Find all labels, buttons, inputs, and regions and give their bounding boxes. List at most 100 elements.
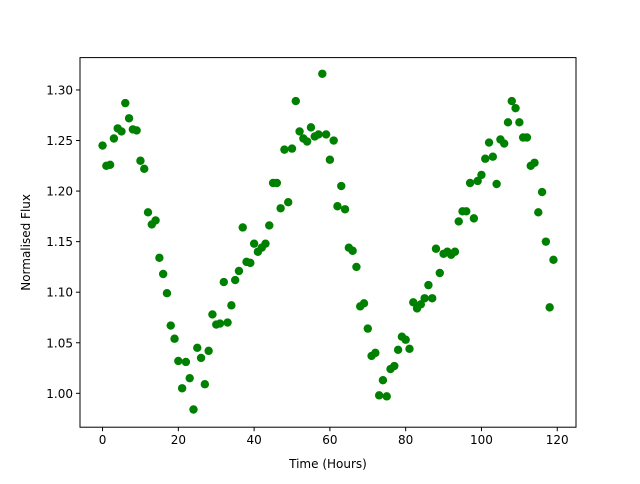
data-point [204, 346, 213, 356]
x-tick-label: 120 [546, 433, 569, 447]
data-point [424, 280, 433, 290]
y-tick-label: 1.15 [46, 235, 73, 249]
data-point [511, 103, 520, 113]
y-tick-label: 1.25 [46, 134, 73, 148]
data-point [234, 266, 244, 276]
data-point [265, 221, 274, 230]
data-point [208, 310, 217, 319]
data-point [500, 139, 509, 148]
data-point [549, 255, 558, 265]
data-point [329, 136, 338, 145]
data-point [117, 127, 126, 136]
data-point [295, 127, 304, 136]
data-point [136, 156, 145, 165]
data-point [515, 118, 524, 127]
data-point [124, 114, 134, 123]
y-axis-label: Normalised Flux [19, 194, 33, 291]
data-point [143, 208, 153, 217]
data-point [140, 164, 149, 174]
data-point [435, 268, 444, 278]
data-point [378, 375, 388, 385]
data-point [545, 303, 554, 312]
data-point [390, 361, 399, 371]
data-point [261, 239, 270, 248]
y-tick-label: 1.30 [46, 83, 73, 97]
y-tick-label: 1.05 [46, 336, 73, 350]
data-point [223, 318, 232, 327]
data-point [462, 207, 471, 216]
data-point [492, 179, 501, 189]
data-point [181, 357, 191, 367]
x-axis-ticks: 0 20 40 60 80 100 120 [99, 427, 569, 447]
data-point [416, 300, 426, 309]
data-point [215, 319, 225, 328]
data-point [363, 324, 372, 333]
data-point [193, 343, 202, 353]
data-point [348, 246, 357, 255]
data-point [162, 289, 172, 298]
data-point [503, 118, 513, 127]
data-point [352, 262, 361, 272]
x-tick-label: 80 [398, 433, 413, 447]
data-point [287, 144, 297, 153]
data-point [306, 123, 316, 132]
data-point [537, 187, 547, 197]
data-point [109, 134, 119, 143]
data-point [227, 301, 236, 310]
data-point [170, 334, 179, 343]
data-point [155, 253, 164, 263]
x-tick-label: 100 [470, 433, 493, 447]
data-point [374, 391, 384, 400]
data-point [530, 158, 539, 167]
data-point [121, 98, 130, 108]
data-point [200, 380, 210, 389]
data-point [359, 299, 369, 308]
data-point [132, 126, 141, 135]
data-point [280, 145, 289, 154]
data-point [238, 223, 247, 232]
data-point [534, 208, 543, 217]
y-tick-label: 1.00 [46, 387, 73, 401]
data-point [337, 181, 346, 191]
data-point [302, 137, 312, 146]
data-point [219, 277, 228, 287]
data-point [465, 178, 475, 188]
data-point [230, 275, 240, 285]
data-point [196, 353, 206, 363]
data-point [522, 133, 532, 142]
x-tick-label: 0 [99, 433, 107, 447]
data-point [272, 178, 282, 188]
data-point [284, 198, 293, 207]
x-tick-label: 40 [246, 433, 261, 447]
data-point [333, 202, 342, 211]
data-point [105, 160, 115, 169]
data-point [431, 244, 441, 253]
x-tick-label: 20 [171, 433, 186, 447]
data-point [450, 247, 460, 256]
x-axis-label: Time (Hours) [288, 457, 367, 471]
data-point [371, 348, 380, 358]
y-tick-label: 1.20 [46, 185, 73, 199]
data-point [177, 384, 187, 393]
data-point [249, 239, 259, 248]
x-tick-label: 60 [322, 433, 337, 447]
plot-area-frame [79, 57, 577, 428]
data-point [454, 217, 463, 226]
data-point [98, 141, 107, 150]
y-tick-label: 1.10 [46, 286, 73, 300]
data-point [488, 152, 498, 161]
data-point [405, 344, 414, 354]
data-point [481, 154, 490, 163]
data-point [484, 138, 494, 147]
data-point [473, 176, 482, 186]
data-point [541, 237, 551, 246]
data-point [189, 405, 198, 414]
data-point [185, 373, 194, 383]
data-point [382, 392, 391, 401]
data-point [246, 258, 255, 268]
data-point [158, 269, 168, 279]
data-point [477, 170, 486, 180]
